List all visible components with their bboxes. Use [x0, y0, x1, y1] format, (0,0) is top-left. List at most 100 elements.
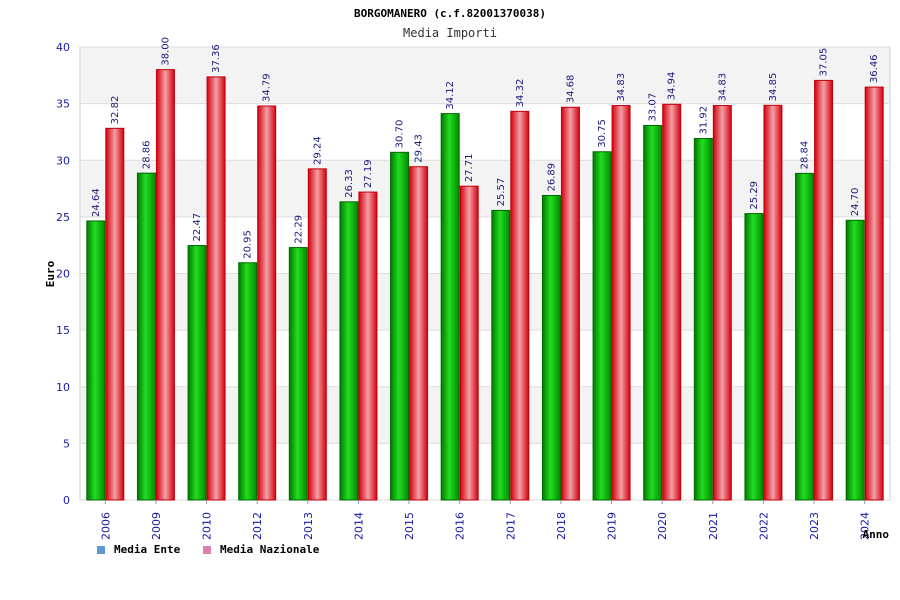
chart-title: BORGOMANERO (c.f.82001370038) [354, 7, 546, 20]
y-tick-label: 0 [63, 494, 70, 507]
bar-media-ente-2023 [795, 172, 815, 501]
x-tick-label: 2020 [656, 512, 669, 540]
x-tick-label: 2006 [99, 512, 112, 540]
x-tick-label: 2013 [302, 512, 315, 540]
bar-media-nazionale-2019 [611, 105, 631, 501]
data-label: 34.79 [262, 73, 273, 102]
y-tick-label: 5 [63, 437, 70, 450]
data-label: 27.71 [464, 154, 475, 183]
data-label: 34.32 [515, 79, 526, 108]
bar-media-ente-2014 [339, 201, 359, 501]
data-label: 33.07 [648, 93, 659, 122]
bar-media-nazionale-2023 [814, 79, 834, 501]
x-tick-label: 2012 [251, 512, 264, 540]
bar-media-ente-2024 [845, 219, 865, 501]
x-tick-label: 2016 [454, 512, 467, 540]
data-label: 28.84 [800, 141, 811, 170]
bar-media-nazionale-2009 [155, 69, 175, 501]
data-label: 34.83 [616, 73, 627, 102]
bar-media-nazionale-2018 [560, 106, 580, 501]
data-label: 27.19 [363, 159, 374, 188]
bar-media-nazionale-2021 [712, 105, 732, 501]
bar-media-ente-2021 [693, 138, 713, 501]
data-label: 24.64 [91, 188, 102, 217]
x-tick-label: 2021 [707, 512, 720, 540]
bar-media-nazionale-2016 [459, 185, 479, 501]
y-axis-label: Euro [44, 260, 57, 287]
data-label: 29.43 [414, 134, 425, 163]
bar-media-nazionale-2020 [662, 103, 682, 501]
bar-media-ente-2020 [643, 124, 663, 501]
x-tick-label: 2023 [808, 512, 821, 540]
legend-swatch-media-nazionale [203, 546, 211, 554]
x-tick-label: 2009 [150, 512, 163, 540]
legend-label-media-nazionale: Media Nazionale [220, 543, 320, 556]
bar-media-ente-2019 [592, 151, 612, 501]
bar-media-ente-2016 [440, 113, 460, 501]
data-label: 34.94 [667, 72, 678, 101]
data-label: 34.68 [565, 75, 576, 104]
data-label: 22.47 [192, 213, 203, 242]
data-label: 36.46 [869, 54, 880, 83]
bar-media-nazionale-2013 [307, 168, 327, 501]
bar-media-nazionale-2024 [864, 86, 884, 501]
y-tick-label: 30 [56, 154, 70, 167]
data-label: 20.95 [243, 230, 254, 259]
data-label: 29.24 [312, 136, 323, 165]
bar-media-ente-2006 [86, 220, 106, 501]
x-tick-label: 2019 [606, 512, 619, 540]
y-tick-label: 10 [56, 381, 70, 394]
bar-media-nazionale-2012 [257, 105, 277, 501]
bar-media-nazionale-2017 [510, 110, 530, 501]
data-label: 34.12 [445, 81, 456, 110]
data-label: 30.70 [395, 120, 406, 149]
x-tick-label: 2018 [555, 512, 568, 540]
x-tick-label: 2022 [757, 512, 770, 540]
bar-media-ente-2017 [491, 209, 511, 501]
legend: Media Ente Media Nazionale [97, 543, 320, 556]
x-tick-label: 2015 [403, 512, 416, 540]
bar-media-ente-2018 [541, 194, 561, 501]
data-label: 26.89 [546, 163, 557, 192]
data-label: 34.83 [717, 73, 728, 102]
bar-media-ente-2010 [187, 245, 207, 501]
y-tick-label: 35 [56, 98, 70, 111]
x-tick-label: 2010 [201, 512, 214, 540]
bar-media-nazionale-2014 [358, 191, 378, 501]
x-tick-label: 2017 [504, 512, 517, 540]
bar-media-ente-2009 [136, 172, 156, 501]
y-tick-label: 15 [56, 324, 70, 337]
data-label: 31.92 [698, 106, 709, 135]
data-label: 26.33 [344, 169, 355, 198]
bar-media-ente-2022 [744, 213, 764, 501]
legend-label-media-ente: Media Ente [114, 543, 181, 556]
data-label: 28.86 [141, 141, 152, 170]
data-label: 34.85 [768, 73, 779, 102]
data-label: 22.29 [293, 215, 304, 244]
data-label: 37.36 [211, 44, 222, 73]
bars [86, 69, 884, 501]
chart-subtitle: Media Importi [403, 26, 497, 40]
bar-media-nazionale-2010 [206, 76, 226, 501]
data-labels: 24.64 32.82 28.86 38.00 22.47 37.36 20.95 34.79… [91, 37, 880, 259]
y-tick-label: 20 [56, 268, 70, 281]
legend-swatch-media-ente [97, 546, 105, 554]
bar-media-nazionale-2006 [105, 127, 125, 501]
y-tick-label: 25 [56, 211, 70, 224]
bar-media-ente-2015 [390, 151, 410, 501]
data-label: 25.29 [749, 181, 760, 210]
data-label: 30.75 [597, 119, 608, 148]
data-label: 37.05 [819, 48, 830, 77]
bar-media-nazionale-2015 [409, 166, 429, 501]
x-axis-label: Anno [863, 528, 890, 541]
bar-media-nazionale-2022 [763, 104, 783, 501]
data-label: 25.57 [496, 178, 507, 207]
data-label: 38.00 [160, 37, 171, 66]
data-label: 24.70 [850, 188, 861, 217]
x-axis-ticks: 2006 2009 2010 2012 2013 2014 2015 2016 2017 2018… [99, 500, 872, 540]
y-axis-ticks: 0 5 10 15 20 25 30 35 40 [56, 41, 70, 507]
x-tick-label: 2024 [859, 512, 872, 540]
bar-media-ente-2012 [238, 262, 258, 501]
x-tick-label: 2014 [352, 512, 365, 540]
